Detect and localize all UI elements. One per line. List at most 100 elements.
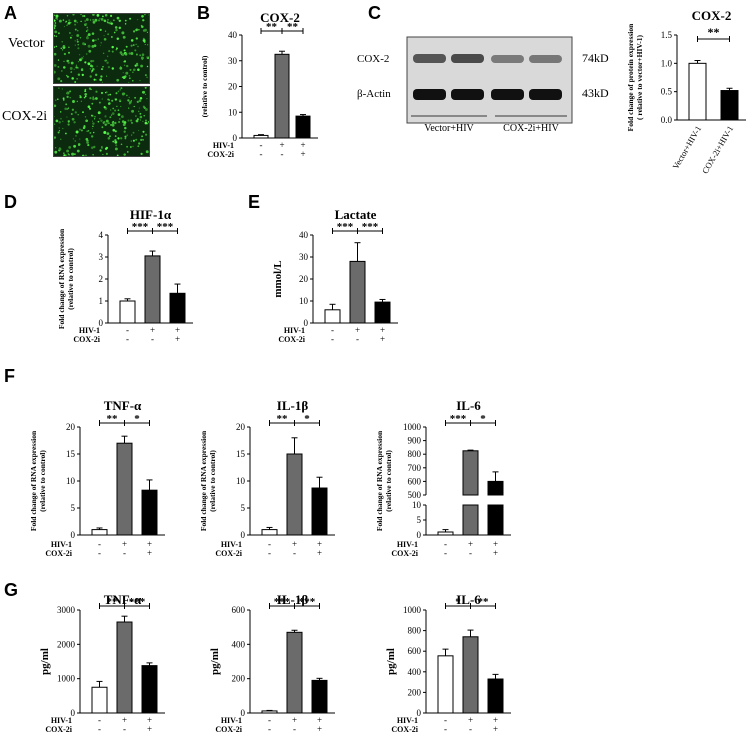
bar bbox=[487, 504, 504, 536]
fluorescence-dot bbox=[123, 49, 126, 52]
condition-sign: - bbox=[268, 724, 271, 734]
fluorescence-dot bbox=[128, 81, 130, 84]
blot-label-cox2: COX-2 bbox=[357, 53, 389, 65]
fluorescence-dot bbox=[58, 121, 61, 124]
condition-sign: - bbox=[126, 325, 129, 335]
fluorescence-dot bbox=[62, 19, 65, 21]
fluorescence-dot bbox=[76, 21, 79, 24]
fluorescence-dot bbox=[87, 139, 89, 141]
y-tick-label: 600 bbox=[232, 605, 246, 615]
fluorescence-dot bbox=[102, 65, 104, 68]
fluorescence-dot bbox=[137, 19, 139, 21]
fluorescence-dot bbox=[85, 22, 88, 26]
fluorescence-dot bbox=[132, 71, 134, 73]
fluorescence-dot bbox=[53, 136, 57, 139]
fluorescence-dot bbox=[53, 24, 57, 28]
fluorescence-dot bbox=[103, 120, 106, 124]
fluorescence-dot bbox=[142, 105, 146, 108]
fluorescence-dot bbox=[91, 102, 94, 105]
fluorescence-dot bbox=[87, 33, 91, 37]
sig-label: ** bbox=[708, 25, 720, 39]
y-tick-label: 1 bbox=[99, 296, 104, 306]
fluorescence-dot bbox=[62, 99, 65, 101]
fluorescence-dot bbox=[103, 106, 106, 109]
bar bbox=[374, 301, 391, 324]
fluorescence-dot bbox=[92, 59, 95, 63]
fluorescence-dot bbox=[114, 130, 117, 133]
fluorescence-dot bbox=[106, 75, 108, 77]
y-axis-label: Fold change of RNA expression bbox=[200, 430, 208, 531]
fluorescence-dot bbox=[69, 97, 71, 99]
fluorescence-dot bbox=[144, 43, 146, 46]
fluorescence-dot bbox=[123, 130, 126, 133]
condition-label-hiv: HIV-1 bbox=[213, 141, 234, 150]
condition-label-cox2i: COX-2i bbox=[215, 725, 242, 734]
fluorescence-dot bbox=[65, 74, 68, 77]
fluorescence-dot bbox=[142, 37, 145, 40]
fluorescence-dot bbox=[135, 53, 138, 56]
fluorescence-dot bbox=[119, 66, 123, 70]
fluorescence-dot bbox=[71, 152, 75, 156]
fluorescence-dot bbox=[135, 43, 137, 45]
fluorescence-dot bbox=[138, 99, 142, 103]
fluorescence-dot bbox=[137, 145, 140, 148]
fluorescence-dot bbox=[82, 42, 85, 46]
fluorescence-dot bbox=[91, 128, 93, 130]
fluorescence-dot bbox=[83, 15, 86, 17]
fluorescence-dot bbox=[97, 120, 100, 123]
fluorescence-dot bbox=[89, 19, 92, 21]
fluorescence-dot bbox=[92, 125, 94, 128]
panel-letter-c: C bbox=[368, 3, 381, 23]
fluorescence-dot bbox=[68, 46, 70, 49]
fluorescence-dot bbox=[74, 153, 76, 155]
fluorescence-dot bbox=[105, 119, 109, 123]
blot-band bbox=[413, 89, 446, 100]
fluorescence-dot bbox=[72, 13, 75, 16]
fluorescence-dot bbox=[111, 36, 113, 38]
fluorescence-dot bbox=[120, 105, 122, 108]
fluorescence-dot bbox=[115, 144, 118, 147]
fluorescence-dot bbox=[55, 35, 58, 38]
fluorescence-dot bbox=[91, 32, 95, 35]
y-tick-label: 30 bbox=[299, 252, 309, 262]
condition-sign: + bbox=[380, 325, 385, 335]
fluorescence-dot bbox=[79, 54, 81, 56]
fluorescence-dot bbox=[138, 107, 140, 109]
fluorescence-dot bbox=[77, 30, 79, 32]
fluorescence-dot bbox=[123, 64, 126, 67]
chart-f-il6-rna: IL-6 Fold change of RNA expression (relati… bbox=[375, 398, 511, 558]
sig-label: * bbox=[480, 413, 486, 425]
y-tick-label: 10 bbox=[228, 107, 238, 117]
condition-sign: - bbox=[126, 334, 129, 344]
condition-sign: - bbox=[469, 724, 472, 734]
fluorescence-dot bbox=[81, 14, 84, 18]
bar bbox=[487, 678, 504, 714]
bar bbox=[116, 442, 133, 536]
fluorescence-dot bbox=[91, 71, 93, 73]
fluorescence-dot bbox=[92, 39, 95, 42]
panel-letter-d: D bbox=[4, 192, 17, 212]
fluorescence-dot bbox=[132, 44, 135, 47]
fluorescence-dot bbox=[138, 129, 140, 132]
blot-label-actin: β-Actin bbox=[357, 88, 391, 100]
fluorescence-dot bbox=[124, 135, 127, 138]
y-tick-label: 500 bbox=[408, 490, 422, 500]
fluorescence-dot bbox=[76, 40, 79, 43]
fluorescence-dot bbox=[92, 68, 95, 71]
fluorescence-dot bbox=[68, 51, 70, 54]
fluorescence-dot bbox=[130, 52, 134, 55]
fluorescence-dot bbox=[58, 19, 62, 23]
condition-sign: + bbox=[317, 715, 322, 725]
fluorescence-dot bbox=[142, 139, 144, 141]
condition-sign: + bbox=[317, 724, 322, 734]
y-tick-label: 200 bbox=[408, 687, 422, 697]
fluorescence-dot bbox=[120, 87, 123, 90]
y-tick-label: 1.0 bbox=[661, 58, 673, 68]
fluorescence-dot bbox=[120, 143, 123, 146]
fluorescence-dot bbox=[54, 22, 57, 24]
y-tick-label: 400 bbox=[232, 639, 246, 649]
y-tick-label: 700 bbox=[408, 463, 422, 473]
fluorescence-dot bbox=[99, 17, 101, 20]
